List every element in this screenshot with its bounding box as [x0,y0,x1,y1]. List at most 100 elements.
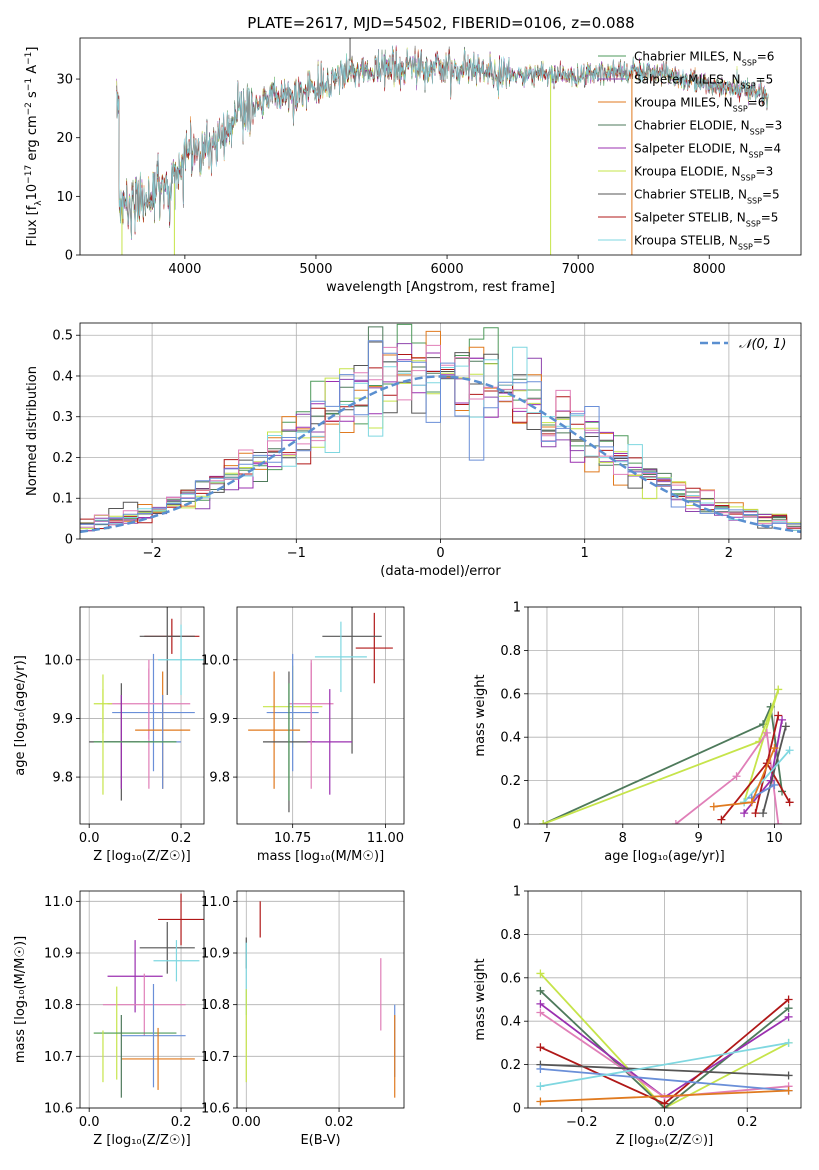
mass-weight-marker [781,722,790,731]
y-tick-label: 10.9 [201,947,230,962]
legend-n: =6 [748,96,766,110]
y-tick-label: 10 [56,190,73,205]
x-tick-label: 0 [436,546,444,561]
mass-weight-line [540,1089,789,1103]
x-tick-label: 0.0 [654,1115,675,1130]
axes-frame [79,37,802,256]
legend-sub: SSP [746,219,761,228]
legend-entry: Chabrier MILES, NSSP=6 [634,50,774,68]
y-tick-label: 10.6 [44,1102,73,1117]
x-tick-label: 5000 [299,262,332,277]
y-tick-label: 0.8 [500,928,521,943]
spectrum-line [116,46,769,237]
x-tick-label: 0.0 [79,1115,100,1130]
mass-weight-marker [539,820,548,824]
y-label-part: −1 [24,78,34,91]
y-tick-label: 0.2 [52,451,73,466]
mass-weight-marker [784,1004,793,1013]
x-axis-label: Z [log₁₀(Z/Z☉)] [616,1133,713,1148]
mass-weight-marker [536,1043,545,1052]
y-tick-label: 30 [56,73,73,88]
histogram-panel: −2 −1 0 1 2 0 0.1 0.2 0.3 0.4 0.5 (data-model)/erro… [25,322,802,579]
mass-weight-marker [784,1071,793,1080]
mass-weight-marker [774,820,783,824]
legend-entry: Kroupa STELIB, NSSP=5 [634,234,771,252]
mass-weight-lines [539,685,794,824]
axes-frame [527,890,802,1109]
legend-n: =5 [756,73,774,87]
mass-weight-line [539,990,790,1108]
legend-sub: SSP [742,58,757,67]
y-tick-label: 0.3 [52,410,73,425]
mass-weight-marker [740,809,749,818]
x-axis-label: wavelength [Angstrom, rest frame] [326,280,555,295]
y-tick-label: 10.7 [201,1050,230,1065]
mass-weight-lines [536,969,793,1108]
y-tick-label: 0.4 [500,1015,521,1030]
mass_vs_ebv-panel: 0.00 0.02 10.6 10.7 10.8 10.9 11.0 E(B-V) [201,890,405,1148]
y-tick-label: 0.4 [52,369,73,384]
mass-weight-marker [751,809,760,818]
mass-weight-marker [732,772,741,781]
mass-weight-line [540,1042,789,1088]
x-axis-label: E(B-V) [300,1133,340,1148]
mass-weight-marker [536,986,545,995]
x-tick-label: 0.2 [171,831,192,846]
legend-n: =3 [756,165,774,179]
x-axis-label: Z [log₁₀(Z/Z☉)] [93,849,190,864]
massweight_vs_Z-panel: −0.2 0.0 0.2 0 0.2 0.4 0.6 0.8 1 Z [log₁₀(Z/Z☉)] m… [473,885,802,1148]
y-tick-label: 1 [513,601,521,616]
legend-entry: Kroupa MILES, NSSP=6 [634,96,765,114]
legend-n: =5 [762,188,780,202]
histogram-step [80,340,801,526]
y-tick-label: 0.8 [500,644,521,659]
mass-weight-marker [536,1008,545,1017]
legend-entry: Chabrier STELIB, NSSP=5 [634,188,780,206]
mass-weight-line [743,749,791,803]
normal-curve [80,375,801,534]
mass-weight-line [540,1068,789,1092]
errorbars [93,893,204,1098]
x-tick-label: −1 [287,546,306,561]
mass-weight-marker [762,728,771,737]
mass-weight-marker [536,1097,545,1106]
y-tick-label: 0.6 [500,971,521,986]
axes-frame [79,606,205,825]
legend-sub: SSP [747,196,762,205]
legend-entry: Chabrier ELODIE, NSSP=3 [634,119,782,137]
y-tick-label: 0 [65,533,73,548]
legend-entry: Salpeter STELIB, NSSP=5 [634,211,778,229]
x-tick-label: 10 [766,831,783,846]
y-tick-label: 11.0 [201,895,230,910]
mass-weight-marker [785,798,794,807]
mass-weight-marker [784,995,793,1004]
mass-weight-marker [536,969,545,978]
y-label-part: ] [25,47,40,52]
mass-weight-line [751,784,775,799]
mass-weight-line [540,1063,789,1077]
y-tick-label: 0.6 [500,687,521,702]
legend-name: Kroupa STELIB, N [634,234,738,248]
legend-n: =5 [753,234,771,248]
y-axis-label: Flux [fλ10−17 erg cm−2 s−1 A−1] [24,47,44,247]
legend-sub: SSP [741,81,756,90]
errorbars [248,607,393,813]
y-tick-label: 0.1 [52,492,73,507]
x-tick-label: 11.00 [367,831,404,846]
legend-name: Chabrier STELIB, N [634,188,747,202]
axes-frame [236,606,405,825]
legend-name: Salpeter STELIB, N [634,211,746,225]
mass_vs_Z-panel: 0.0 0.2 10.6 10.7 10.8 10.9 11.0 Z [log₁₀(Z/Z☉)… [13,890,205,1148]
y-tick-label: 10.7 [44,1050,73,1065]
x-tick-label: 8000 [693,262,726,277]
y-label-part: −17 [24,165,34,184]
mass-weight-marker [536,1064,545,1073]
histogram-steps [80,323,801,538]
legend-entry: Kroupa ELODIE, NSSP=3 [634,165,773,183]
y-tick-label: 10.8 [201,998,230,1013]
spectrum-line [116,45,769,240]
x-tick-label: 10.75 [274,831,311,846]
figure-title: PLATE=2617, MJD=54502, FIBERID=0106, z=0… [247,14,634,32]
legend-sub: SSP [748,150,763,159]
